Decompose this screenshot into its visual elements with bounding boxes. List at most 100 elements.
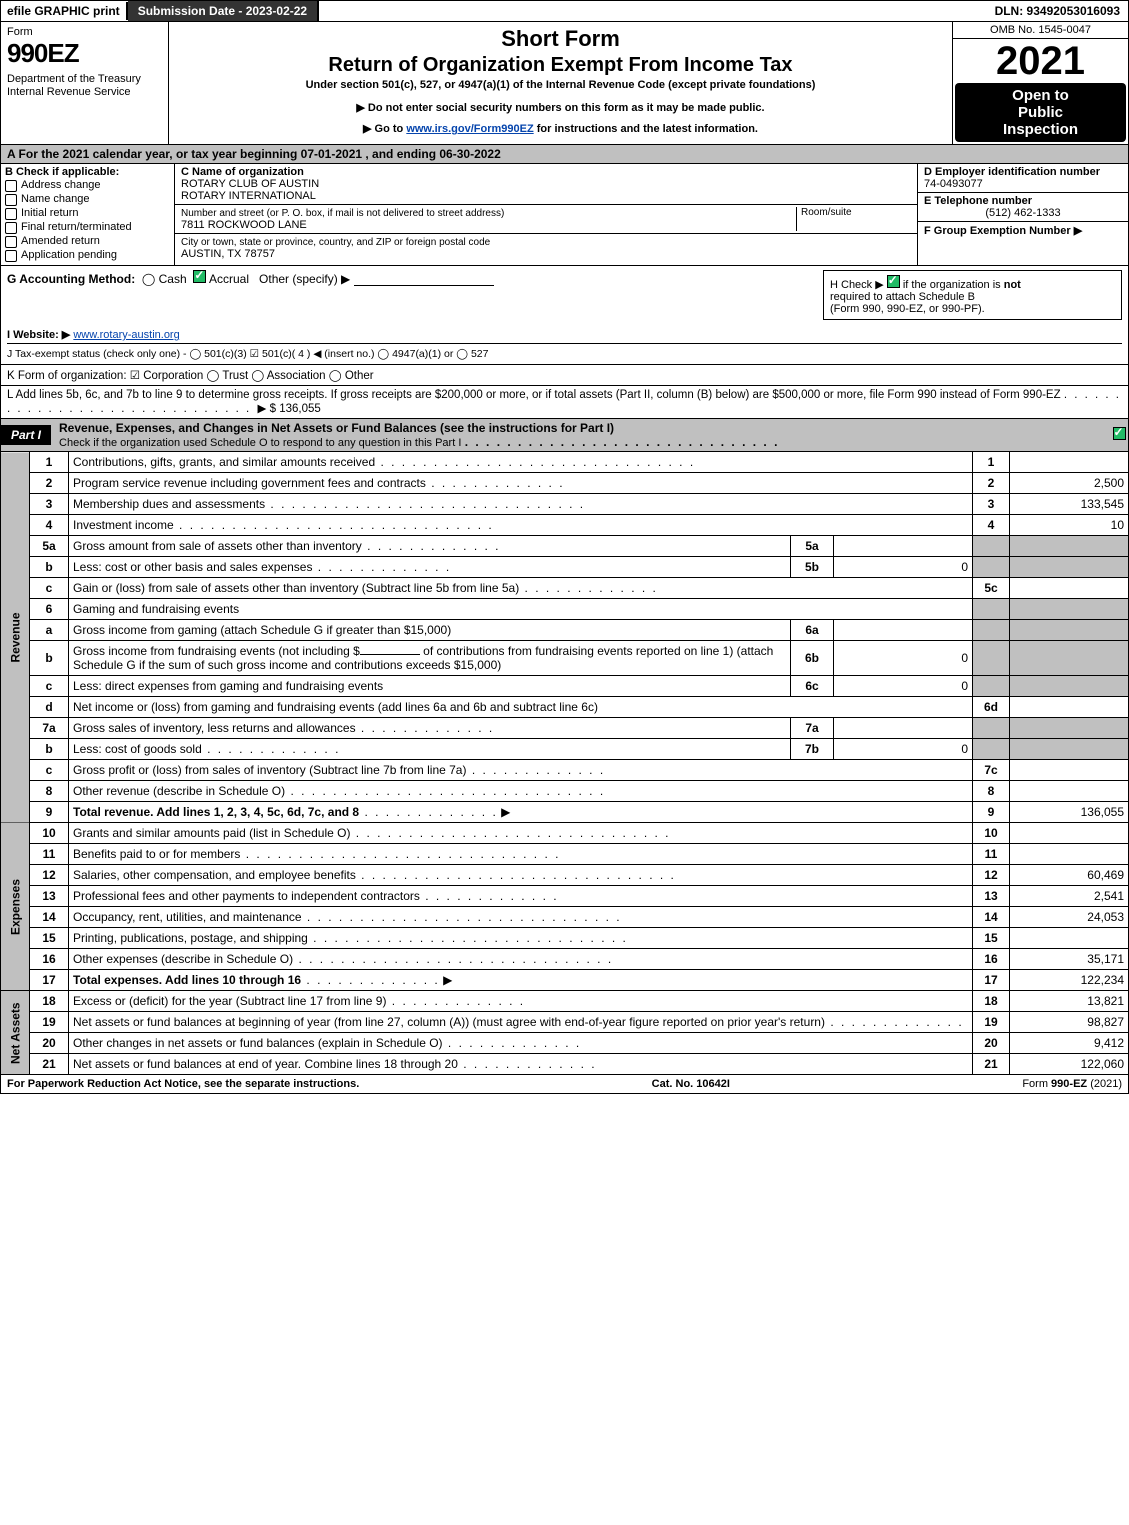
- sub-box: 5b: [791, 557, 834, 578]
- line-desc: Gross income from gaming (attach Schedul…: [69, 620, 791, 641]
- line-desc: Grants and similar amounts paid (list in…: [69, 823, 973, 844]
- sub-val: [834, 718, 973, 739]
- dots-icon: [285, 784, 605, 798]
- dots-icon: [356, 721, 495, 735]
- g-h-row: G Accounting Method: ◯ Cash Accrual Othe…: [7, 270, 1122, 320]
- table-row: b Less: cost or other basis and sales ex…: [1, 557, 1129, 578]
- table-row: 4 Investment income 4 10: [1, 515, 1129, 536]
- footer-right-suf: (2021): [1090, 1078, 1122, 1090]
- checkbox-icon: [5, 236, 17, 248]
- h-not: not: [1004, 279, 1021, 291]
- part-1-header: Part I Revenue, Expenses, and Changes in…: [0, 419, 1129, 452]
- dln-label: DLN: 93492053016093: [987, 2, 1128, 20]
- dots-icon: [420, 889, 559, 903]
- line-desc: Contributions, gifts, grants, and simila…: [69, 452, 973, 473]
- dots-icon: [308, 931, 628, 945]
- line-amount: [1010, 781, 1129, 802]
- dots-icon: [466, 763, 605, 777]
- efile-print-label[interactable]: efile GRAPHIC print: [1, 2, 128, 20]
- line-box: 6d: [973, 697, 1010, 718]
- footer-mid: Cat. No. 10642I: [652, 1078, 730, 1090]
- line-box: 19: [973, 1012, 1010, 1033]
- table-row: 3 Membership dues and assessments 3 133,…: [1, 494, 1129, 515]
- table-row: d Net income or (loss) from gaming and f…: [1, 697, 1129, 718]
- grey-cell: [973, 557, 1010, 578]
- g-accrual: Accrual: [209, 272, 249, 286]
- line-box: 20: [973, 1033, 1010, 1054]
- line-amount: [1010, 844, 1129, 865]
- line-no: 14: [30, 907, 69, 928]
- line-no: 5a: [30, 536, 69, 557]
- l-gross-receipts: L Add lines 5b, 6c, and 7b to line 9 to …: [0, 386, 1129, 419]
- website-link[interactable]: www.rotary-austin.org: [73, 329, 179, 341]
- dots-icon: [443, 1036, 582, 1050]
- dots-icon: [359, 805, 498, 819]
- line-no: 19: [30, 1012, 69, 1033]
- grey-cell: [973, 620, 1010, 641]
- grey-cell: [1010, 676, 1129, 697]
- d-label: D Employer identification number: [924, 166, 1100, 178]
- header-center: Short Form Return of Organization Exempt…: [169, 22, 952, 144]
- chk-amended-return[interactable]: Amended return: [5, 235, 170, 248]
- line-amount: 136,055: [1010, 802, 1129, 823]
- line-no: 8: [30, 781, 69, 802]
- line-desc: Gross amount from sale of assets other t…: [69, 536, 791, 557]
- column-c-org-info: C Name of organization ROTARY CLUB OF AU…: [175, 164, 917, 265]
- line-box: 15: [973, 928, 1010, 949]
- chk-label: Amended return: [21, 235, 100, 247]
- line-no: 17: [30, 970, 69, 991]
- irs-link[interactable]: www.irs.gov/Form990EZ: [406, 123, 533, 135]
- dots-icon: [302, 910, 622, 924]
- line-amount: 2,500: [1010, 473, 1129, 494]
- h-line3: (Form 990, 990-EZ, or 990-PF).: [830, 303, 985, 315]
- sub-box: 7b: [791, 739, 834, 760]
- line-box: 8: [973, 781, 1010, 802]
- line-desc: Gaming and fundraising events: [69, 599, 973, 620]
- line-desc: Professional fees and other payments to …: [69, 886, 973, 907]
- dots-icon: [174, 518, 494, 532]
- section-ghij: G Accounting Method: ◯ Cash Accrual Othe…: [0, 266, 1129, 365]
- line-desc: Membership dues and assessments: [69, 494, 973, 515]
- line-desc: Net income or (loss) from gaming and fun…: [69, 697, 973, 718]
- line-desc: Net assets or fund balances at end of ye…: [69, 1054, 973, 1075]
- chk-name-change[interactable]: Name change: [5, 193, 170, 206]
- line-amount: 133,545: [1010, 494, 1129, 515]
- dots-icon: [265, 497, 585, 511]
- line-box: 5c: [973, 578, 1010, 599]
- g-cash: Cash: [159, 272, 187, 286]
- group-exemption-cell: F Group Exemption Number ▶: [918, 222, 1128, 265]
- chk-initial-return[interactable]: Initial return: [5, 207, 170, 220]
- grey-cell: [973, 536, 1010, 557]
- line-box: 7c: [973, 760, 1010, 781]
- line-desc: Less: direct expenses from gaming and fu…: [69, 676, 791, 697]
- line-amount: 10: [1010, 515, 1129, 536]
- line-no: 12: [30, 865, 69, 886]
- line-no: d: [30, 697, 69, 718]
- checkbox-checked-icon: [1113, 427, 1126, 440]
- dots-icon: [519, 581, 658, 595]
- grey-cell: [973, 718, 1010, 739]
- form-number: 990EZ: [7, 38, 162, 69]
- part-1-sub: Check if the organization used Schedule …: [59, 437, 461, 449]
- grey-cell: [973, 599, 1010, 620]
- line-desc: Other revenue (describe in Schedule O): [69, 781, 973, 802]
- line-no: 10: [30, 823, 69, 844]
- grey-cell: [1010, 557, 1129, 578]
- goto-prefix: ▶ Go to: [363, 123, 406, 135]
- line-no: c: [30, 760, 69, 781]
- chk-address-change[interactable]: Address change: [5, 179, 170, 192]
- table-row: c Gross profit or (loss) from sales of i…: [1, 760, 1129, 781]
- line-box: 9: [973, 802, 1010, 823]
- revenue-side-label: Revenue: [1, 452, 30, 823]
- chk-label: Name change: [21, 193, 90, 205]
- ein-cell: D Employer identification number 74-0493…: [918, 164, 1128, 193]
- line-desc: Less: cost or other basis and sales expe…: [69, 557, 791, 578]
- line-no: 11: [30, 844, 69, 865]
- sub-val: 0: [834, 557, 973, 578]
- h-schedule-b-box: H Check ▶ if the organization is not req…: [823, 270, 1122, 320]
- chk-final-return[interactable]: Final return/terminated: [5, 221, 170, 234]
- open-to-public-badge: Open to Public Inspection: [955, 83, 1126, 142]
- line-box: 14: [973, 907, 1010, 928]
- chk-application-pending[interactable]: Application pending: [5, 249, 170, 262]
- part-1-title-text: Revenue, Expenses, and Changes in Net As…: [59, 421, 614, 435]
